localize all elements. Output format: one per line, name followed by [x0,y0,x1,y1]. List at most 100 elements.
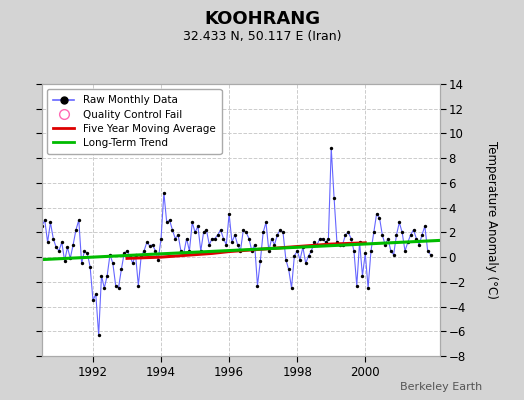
Point [403,239,412,246]
Point [409,227,418,233]
Point [353,282,361,289]
Point [287,285,296,291]
Point [387,248,395,254]
Text: KOOHRANG: KOOHRANG [204,10,320,28]
Point [202,227,211,233]
Point [418,232,426,238]
Point [123,248,131,254]
Point [49,235,58,242]
Point [89,297,97,304]
Text: Berkeley Earth: Berkeley Earth [400,382,482,392]
Point [333,239,341,246]
Point [24,232,32,238]
Point [262,219,270,226]
Point [222,242,231,248]
Point [177,248,185,254]
Point [100,285,108,291]
Point [60,258,69,264]
Point [285,266,293,273]
Point [367,248,375,254]
Point [427,252,435,258]
Point [103,272,112,279]
Point [378,232,387,238]
Point [375,214,384,221]
Point [259,229,267,236]
Point [267,235,276,242]
Point [290,253,299,259]
Point [364,285,372,291]
Point [421,223,429,229]
Point [319,235,327,242]
Point [321,239,330,246]
Point [242,229,250,236]
Point [228,239,236,246]
Point [407,232,415,238]
Point [236,248,245,254]
Point [29,244,38,250]
Point [126,253,134,259]
Point [299,244,307,250]
Point [392,232,401,238]
Point [191,229,199,236]
Point [276,227,285,233]
Point [132,252,140,258]
Point [97,272,106,279]
Point [316,235,324,242]
Point [250,242,259,248]
Point [307,248,315,254]
Point [327,145,335,152]
Point [310,239,319,246]
Point [401,248,409,254]
Point [335,242,344,248]
Point [389,252,398,258]
Point [279,229,287,236]
Point [196,248,205,254]
Point [32,260,40,266]
Point [205,242,213,248]
Point [296,256,304,263]
Point [398,229,406,236]
Point [231,232,239,238]
Point [114,285,123,291]
Point [40,217,49,223]
Point [106,252,114,258]
Point [293,248,301,254]
Point [120,250,128,256]
Point [63,244,72,250]
Point [182,235,191,242]
Point [154,256,162,263]
Point [304,253,313,259]
Point [384,235,392,242]
Point [52,244,60,250]
Point [72,227,80,233]
Point [265,248,273,254]
Point [313,242,321,248]
Point [148,242,157,248]
Point [234,242,242,248]
Point [245,235,253,242]
Point [412,235,421,242]
Point [162,219,171,226]
Point [339,242,347,248]
Point [188,219,196,226]
Point [143,239,151,246]
Point [92,291,100,297]
Point [134,282,143,289]
Point [395,219,403,226]
Point [185,248,193,254]
Point [330,194,339,201]
Point [160,190,168,196]
Point [200,229,208,236]
Point [94,332,103,338]
Point [301,260,310,266]
Point [248,248,256,254]
Point [256,258,265,264]
Point [253,282,261,289]
Point [128,260,137,266]
Point [83,250,92,256]
Point [38,223,46,229]
Point [146,243,154,249]
Point [117,266,126,273]
Point [58,239,66,246]
Point [347,235,355,242]
